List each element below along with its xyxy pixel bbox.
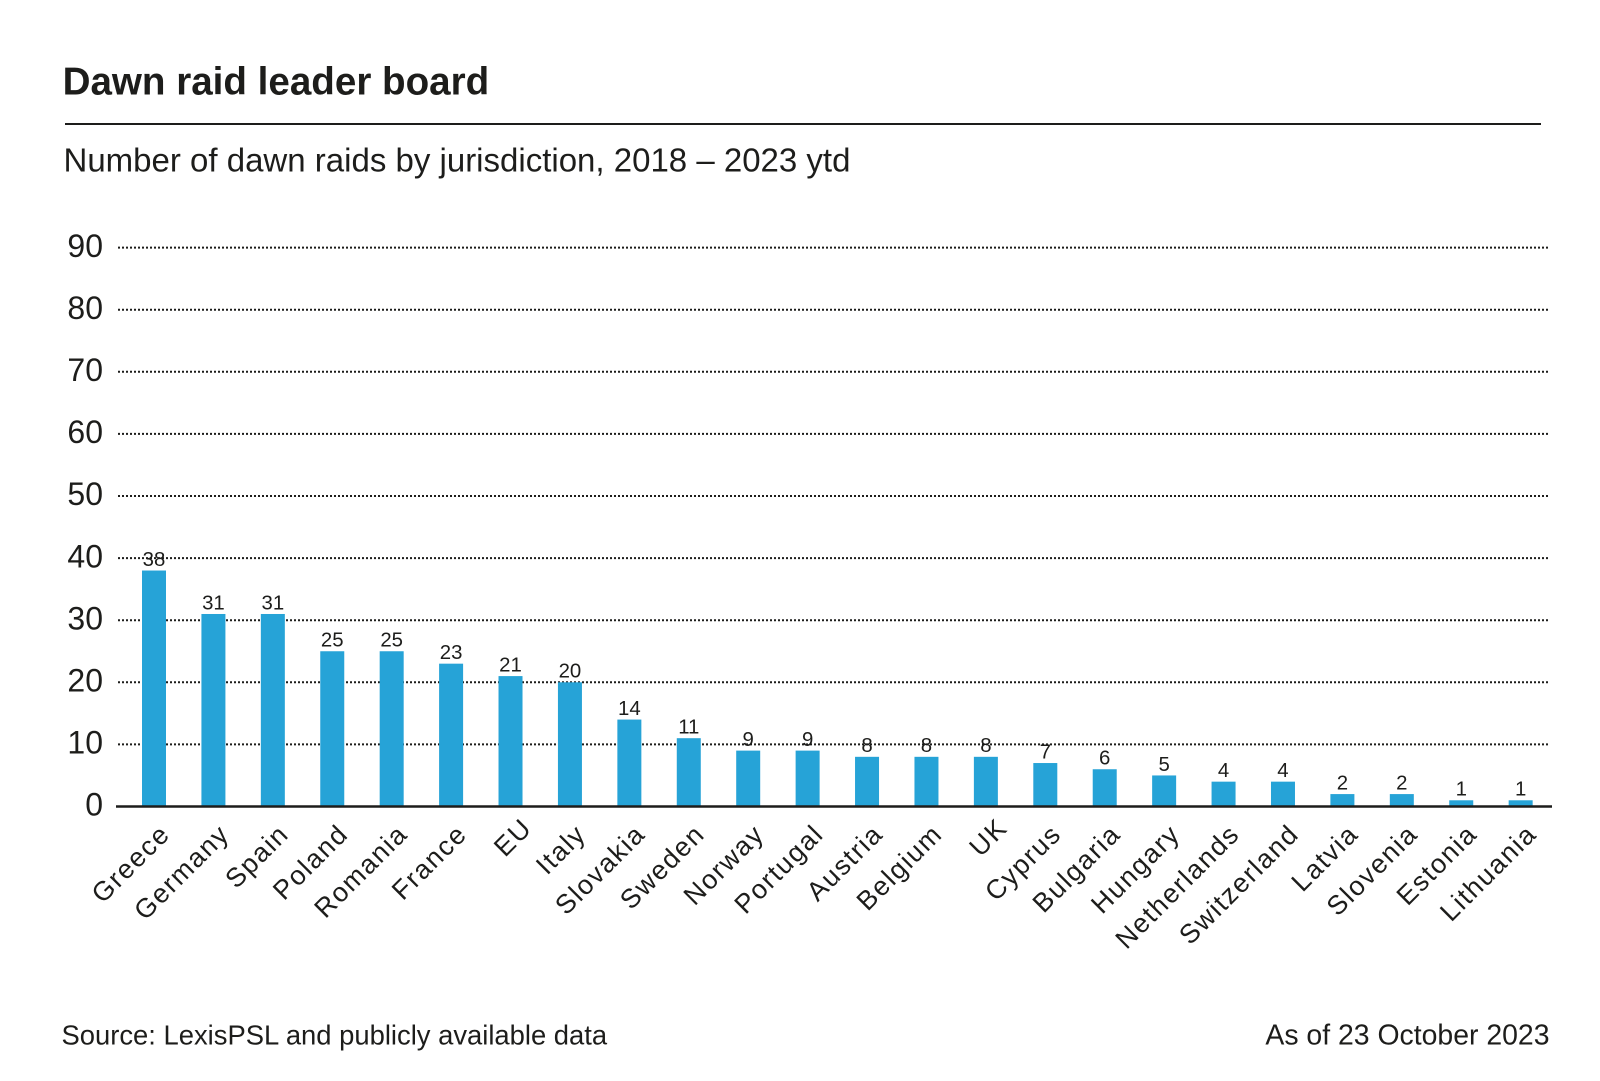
svg-text:40: 40 — [67, 538, 103, 574]
svg-text:90: 90 — [67, 228, 103, 264]
svg-text:4: 4 — [1277, 760, 1288, 782]
svg-text:8: 8 — [980, 735, 991, 757]
svg-text:1: 1 — [1515, 779, 1526, 801]
svg-text:8: 8 — [921, 735, 932, 757]
svg-text:31: 31 — [261, 592, 284, 614]
svg-text:7: 7 — [1040, 741, 1051, 763]
svg-text:EU: EU — [488, 812, 538, 862]
svg-text:0: 0 — [85, 787, 103, 823]
svg-text:4: 4 — [1218, 760, 1229, 782]
svg-text:50: 50 — [67, 476, 103, 512]
svg-text:5: 5 — [1158, 754, 1169, 776]
svg-text:60: 60 — [67, 414, 103, 450]
svg-text:Source: LexisPSL and publicly: Source: LexisPSL and publicly available … — [62, 1020, 608, 1051]
svg-text:9: 9 — [802, 729, 813, 751]
svg-text:21: 21 — [499, 654, 522, 676]
svg-text:6: 6 — [1099, 748, 1110, 770]
svg-text:25: 25 — [321, 630, 344, 652]
svg-text:30: 30 — [67, 600, 103, 636]
svg-text:80: 80 — [67, 290, 103, 326]
svg-text:31: 31 — [202, 592, 225, 614]
svg-text:20: 20 — [559, 661, 582, 683]
svg-text:10: 10 — [67, 725, 103, 761]
svg-text:9: 9 — [743, 729, 754, 751]
svg-text:8: 8 — [861, 735, 872, 757]
svg-text:As of 23 October 2023: As of 23 October 2023 — [1265, 1020, 1549, 1052]
svg-text:2: 2 — [1337, 772, 1348, 794]
svg-text:38: 38 — [143, 549, 166, 571]
svg-text:25: 25 — [380, 630, 403, 652]
svg-text:14: 14 — [618, 698, 641, 720]
svg-text:2: 2 — [1396, 772, 1407, 794]
svg-text:UK: UK — [963, 812, 1013, 862]
svg-text:23: 23 — [440, 642, 463, 664]
svg-text:1: 1 — [1456, 779, 1467, 801]
svg-text:Number of dawn raids by jurisd: Number of dawn raids by jurisdiction, 20… — [64, 142, 851, 179]
svg-text:Dawn raid leader board: Dawn raid leader board — [63, 61, 490, 104]
svg-text:11: 11 — [678, 717, 699, 739]
svg-text:70: 70 — [67, 352, 103, 388]
svg-text:20: 20 — [67, 663, 103, 699]
